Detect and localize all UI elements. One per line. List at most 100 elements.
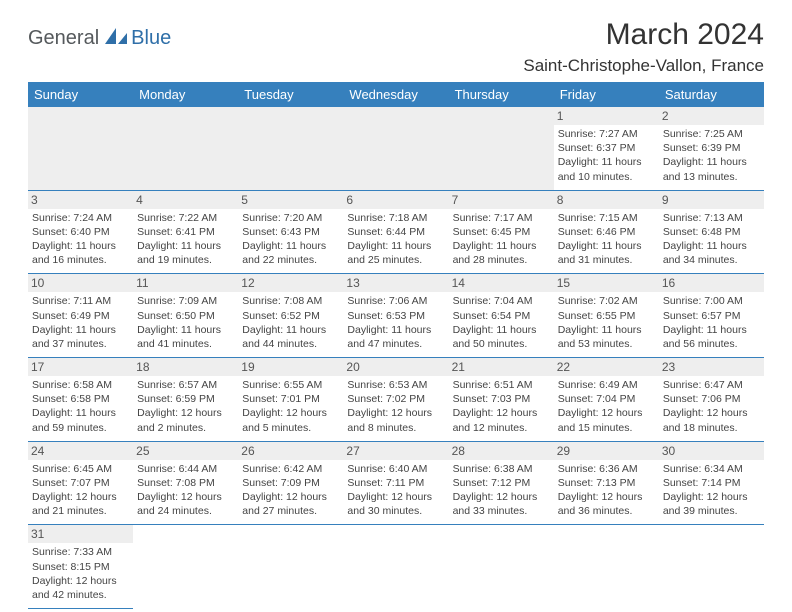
- logo-text-general: General: [28, 27, 99, 50]
- col-wednesday: Wednesday: [343, 82, 448, 107]
- day-cell: 4 Sunrise: 7:22 AMSunset: 6:41 PMDaylight…: [133, 190, 238, 274]
- day-number: 1: [554, 107, 659, 125]
- day-cell: 23Sunrise: 6:47 AMSunset: 7:06 PMDayligh…: [659, 358, 764, 442]
- day-info: Sunrise: 7:17 AMSunset: 6:45 PMDaylight:…: [453, 211, 550, 268]
- day-info: Sunrise: 7:04 AMSunset: 6:54 PMDaylight:…: [453, 294, 550, 351]
- day-cell: 6Sunrise: 7:18 AMSunset: 6:44 PMDaylight…: [343, 190, 448, 274]
- day-cell: 17 Sunrise: 6:58 AMSunset: 6:58 PMDayligh…: [28, 358, 133, 442]
- day-cell: 24 Sunrise: 6:45 AMSunset: 7:07 PMDayligh…: [28, 441, 133, 525]
- day-number: 20: [343, 358, 448, 376]
- col-saturday: Saturday: [659, 82, 764, 107]
- day-cell: [343, 107, 448, 190]
- day-number: 18: [133, 358, 238, 376]
- day-info: Sunrise: 6:58 AMSunset: 6:58 PMDaylight:…: [32, 378, 129, 435]
- logo: General Blue: [28, 26, 171, 51]
- day-number: 29: [554, 442, 659, 460]
- location-label: Saint-Christophe-Vallon, France: [523, 56, 764, 76]
- day-number: 31: [28, 525, 133, 543]
- day-info: Sunrise: 7:08 AMSunset: 6:52 PMDaylight:…: [242, 294, 339, 351]
- day-cell: 2Sunrise: 7:25 AMSunset: 6:39 PMDaylight…: [659, 107, 764, 190]
- day-number: 21: [449, 358, 554, 376]
- day-cell: 21 Sunrise: 6:51 AMSunset: 7:03 PMDayligh…: [449, 358, 554, 442]
- day-number: 14: [449, 274, 554, 292]
- day-cell: 19Sunrise: 6:55 AMSunset: 7:01 PMDayligh…: [238, 358, 343, 442]
- day-number: 11: [133, 274, 238, 292]
- col-monday: Monday: [133, 82, 238, 107]
- day-cell: 16 Sunrise: 7:00 AMSunset: 6:57 PMDayligh…: [659, 274, 764, 358]
- day-info: Sunrise: 7:20 AMSunset: 6:43 PMDaylight:…: [242, 211, 339, 268]
- day-info: Sunrise: 6:57 AMSunset: 6:59 PMDaylight:…: [137, 378, 234, 435]
- day-cell: [343, 525, 448, 609]
- logo-sail-icon: [103, 26, 129, 51]
- week-row: 17 Sunrise: 6:58 AMSunset: 6:58 PMDayligh…: [28, 358, 764, 442]
- day-info: Sunrise: 6:51 AMSunset: 7:03 PMDaylight:…: [453, 378, 550, 435]
- day-number: 28: [449, 442, 554, 460]
- day-number: 10: [28, 274, 133, 292]
- day-info: Sunrise: 7:11 AMSunset: 6:49 PMDaylight:…: [32, 294, 129, 351]
- day-number: 3: [28, 191, 133, 209]
- week-row: 3 Sunrise: 7:24 AMSunset: 6:40 PMDaylight…: [28, 190, 764, 274]
- day-info: Sunrise: 6:38 AMSunset: 7:12 PMDaylight:…: [453, 462, 550, 519]
- day-info: Sunrise: 7:25 AMSunset: 6:39 PMDaylight:…: [663, 127, 760, 184]
- day-number: 15: [554, 274, 659, 292]
- day-info: Sunrise: 6:36 AMSunset: 7:13 PMDaylight:…: [558, 462, 655, 519]
- day-cell: 26Sunrise: 6:42 AMSunset: 7:09 PMDayligh…: [238, 441, 343, 525]
- day-cell: [449, 525, 554, 609]
- day-cell: 3 Sunrise: 7:24 AMSunset: 6:40 PMDaylight…: [28, 190, 133, 274]
- logo-text-blue: Blue: [131, 27, 171, 50]
- day-cell: [238, 107, 343, 190]
- day-info: Sunrise: 7:00 AMSunset: 6:57 PMDaylight:…: [663, 294, 760, 351]
- day-cell: 7 Sunrise: 7:17 AMSunset: 6:45 PMDaylight…: [449, 190, 554, 274]
- col-sunday: Sunday: [28, 82, 133, 107]
- day-info: Sunrise: 6:42 AMSunset: 7:09 PMDaylight:…: [242, 462, 339, 519]
- day-number: 17: [28, 358, 133, 376]
- day-number: 23: [659, 358, 764, 376]
- day-info: Sunrise: 6:44 AMSunset: 7:08 PMDaylight:…: [137, 462, 234, 519]
- day-cell: 20 Sunrise: 6:53 AMSunset: 7:02 PMDayligh…: [343, 358, 448, 442]
- day-cell: 28 Sunrise: 6:38 AMSunset: 7:12 PMDayligh…: [449, 441, 554, 525]
- day-cell: [449, 107, 554, 190]
- day-cell: 25Sunrise: 6:44 AMSunset: 7:08 PMDayligh…: [133, 441, 238, 525]
- day-info: Sunrise: 7:33 AMSunset: 8:15 PMDaylight:…: [32, 545, 129, 602]
- day-number: 4: [133, 191, 238, 209]
- day-number: 7: [449, 191, 554, 209]
- calendar-table: Sunday Monday Tuesday Wednesday Thursday…: [28, 82, 764, 609]
- day-info: Sunrise: 7:27 AMSunset: 6:37 PMDaylight:…: [558, 127, 655, 184]
- day-number: 5: [238, 191, 343, 209]
- day-cell: 30Sunrise: 6:34 AMSunset: 7:14 PMDayligh…: [659, 441, 764, 525]
- day-cell: 15 Sunrise: 7:02 AMSunset: 6:55 PMDayligh…: [554, 274, 659, 358]
- day-number: 27: [343, 442, 448, 460]
- week-row: 31 Sunrise: 7:33 AMSunset: 8:15 PMDayligh…: [28, 525, 764, 609]
- day-info: Sunrise: 6:53 AMSunset: 7:02 PMDaylight:…: [347, 378, 444, 435]
- page-title: March 2024: [523, 18, 764, 52]
- col-friday: Friday: [554, 82, 659, 107]
- day-cell: 13Sunrise: 7:06 AMSunset: 6:53 PMDayligh…: [343, 274, 448, 358]
- day-cell: [554, 525, 659, 609]
- day-cell: 9Sunrise: 7:13 AMSunset: 6:48 PMDaylight…: [659, 190, 764, 274]
- day-number: 16: [659, 274, 764, 292]
- day-cell: 11Sunrise: 7:09 AMSunset: 6:50 PMDayligh…: [133, 274, 238, 358]
- day-info: Sunrise: 6:45 AMSunset: 7:07 PMDaylight:…: [32, 462, 129, 519]
- day-cell: [133, 525, 238, 609]
- day-info: Sunrise: 7:24 AMSunset: 6:40 PMDaylight:…: [32, 211, 129, 268]
- day-number: 22: [554, 358, 659, 376]
- day-info: Sunrise: 6:49 AMSunset: 7:04 PMDaylight:…: [558, 378, 655, 435]
- day-info: Sunrise: 7:02 AMSunset: 6:55 PMDaylight:…: [558, 294, 655, 351]
- day-cell: [28, 107, 133, 190]
- day-info: Sunrise: 6:40 AMSunset: 7:11 PMDaylight:…: [347, 462, 444, 519]
- day-info: Sunrise: 7:13 AMSunset: 6:48 PMDaylight:…: [663, 211, 760, 268]
- weekday-header-row: Sunday Monday Tuesday Wednesday Thursday…: [28, 82, 764, 107]
- day-cell: 5 Sunrise: 7:20 AMSunset: 6:43 PMDaylight…: [238, 190, 343, 274]
- day-cell: 22 Sunrise: 6:49 AMSunset: 7:04 PMDayligh…: [554, 358, 659, 442]
- day-number: 24: [28, 442, 133, 460]
- day-info: Sunrise: 7:22 AMSunset: 6:41 PMDaylight:…: [137, 211, 234, 268]
- day-number: 13: [343, 274, 448, 292]
- col-thursday: Thursday: [449, 82, 554, 107]
- day-cell: 27 Sunrise: 6:40 AMSunset: 7:11 PMDayligh…: [343, 441, 448, 525]
- day-cell: 12Sunrise: 7:08 AMSunset: 6:52 PMDayligh…: [238, 274, 343, 358]
- day-cell: 18 Sunrise: 6:57 AMSunset: 6:59 PMDayligh…: [133, 358, 238, 442]
- day-cell: 10 Sunrise: 7:11 AMSunset: 6:49 PMDayligh…: [28, 274, 133, 358]
- day-cell: [659, 525, 764, 609]
- day-info: Sunrise: 6:34 AMSunset: 7:14 PMDaylight:…: [663, 462, 760, 519]
- day-cell: 31 Sunrise: 7:33 AMSunset: 8:15 PMDayligh…: [28, 525, 133, 609]
